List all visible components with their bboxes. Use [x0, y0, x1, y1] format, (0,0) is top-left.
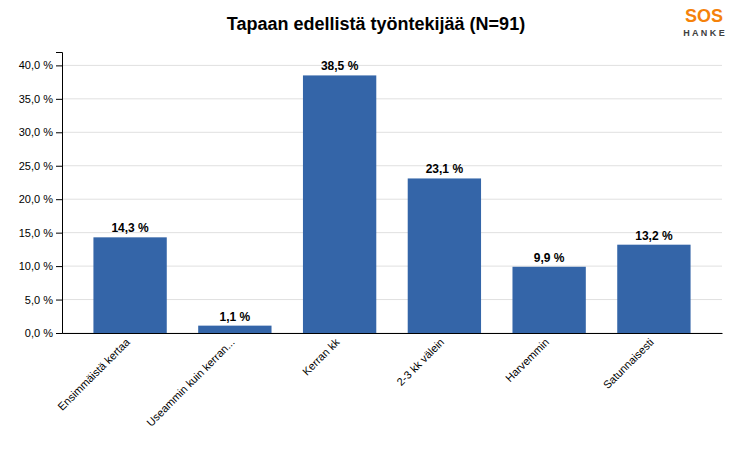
bar — [408, 178, 481, 333]
title: Tapaan edellistä työntekijää (N=91) — [227, 14, 525, 34]
y-tick-label: 0,0 % — [25, 327, 53, 339]
y-tick-mark — [56, 300, 62, 301]
bar — [303, 75, 376, 333]
y-tick-mark — [56, 99, 62, 100]
y-tick: 40,0 % — [19, 59, 62, 71]
bar — [617, 245, 690, 333]
x-tick: 2-3 kk välein — [394, 336, 446, 388]
y-axis: 0,0 % 5,0 % 10,0 % 15,0 % 20,0 % 25,0 % 30,0 %… — [19, 53, 63, 340]
x-tick: Ensimmäistä kertaa — [55, 335, 132, 412]
y-tick: 15,0 % — [19, 227, 62, 239]
y-tick-mark — [56, 65, 62, 66]
grid-line — [62, 132, 722, 133]
y-tick: 0,0 % — [25, 327, 62, 339]
y-tick-label: 25,0 % — [19, 160, 53, 172]
data-label: 9,9 % — [534, 251, 565, 265]
x-axis: Ensimmäistä kertaaUseammin kuin kerran..… — [55, 334, 722, 429]
y-tick-label: 15,0 % — [19, 227, 53, 239]
x-tick-label: Satunnaisesti — [601, 336, 656, 391]
annotation: H A N K E — [683, 28, 724, 38]
y-axis-line — [56, 53, 63, 334]
grid-line — [62, 199, 722, 200]
y-tick-mark — [56, 132, 62, 133]
grid-line — [62, 98, 722, 99]
y-tick-mark — [56, 266, 62, 267]
y-tick-label: 20,0 % — [19, 193, 53, 205]
data-label: 14,3 % — [111, 221, 149, 235]
bar — [198, 326, 271, 333]
y-tick: 10,0 % — [19, 260, 62, 272]
y-tick: 30,0 % — [19, 126, 62, 138]
x-tick-label: Ensimmäistä kertaa — [55, 335, 132, 412]
y-tick-mark — [56, 233, 62, 234]
x-tick-label: 2-3 kk välein — [394, 336, 446, 388]
y-tick-label: 30,0 % — [19, 126, 53, 138]
annotation: SOS — [685, 6, 723, 26]
y-tick-mark — [56, 166, 62, 167]
grid — [62, 65, 722, 333]
x-tick-label: Harvemmin — [503, 336, 551, 384]
y-tick-mark — [56, 333, 62, 334]
data-label: 23,1 % — [426, 162, 464, 176]
data-label: 1,1 % — [220, 310, 251, 324]
y-tick-label: 10,0 % — [19, 260, 53, 272]
y-tick-label: 5,0 % — [25, 294, 53, 306]
bar — [93, 237, 166, 333]
data-label: 13,2 % — [635, 229, 673, 243]
y-tick: 20,0 % — [19, 193, 62, 205]
x-tick: Harvemmin — [503, 336, 551, 384]
plot: 0,0 % 5,0 % 10,0 % 15,0 % 20,0 % 25,0 % 30,0 %… — [19, 53, 723, 429]
y-tick-mark — [56, 199, 62, 200]
y-tick: 5,0 % — [25, 294, 62, 306]
annotations: SOS H A N K E — [683, 6, 724, 38]
chart: 0,0 % 5,0 % 10,0 % 15,0 % 20,0 % 25,0 % 30,0 %… — [0, 0, 752, 451]
x-tick-label: Kerran kk — [300, 335, 342, 377]
x-tick: Kerran kk — [300, 335, 342, 377]
x-tick: Useammin kuin kerran... — [144, 336, 237, 429]
y-tick: 35,0 % — [19, 93, 62, 105]
y-tick-label: 35,0 % — [19, 93, 53, 105]
x-tick-label: Useammin kuin kerran... — [144, 336, 237, 429]
y-tick-label: 40,0 % — [19, 59, 53, 71]
y-tick: 25,0 % — [19, 160, 62, 172]
data-label: 38,5 % — [321, 59, 359, 73]
bar — [512, 267, 585, 333]
grid-line — [62, 65, 722, 66]
grid-line — [62, 232, 722, 233]
data-labels: 14,3 % 1,1 % 38,5 % 23,1 % 9,9 % 13,2 % — [111, 59, 672, 323]
grid-line — [62, 165, 722, 166]
bars — [93, 75, 690, 333]
x-axis-line — [63, 333, 723, 334]
x-tick: Satunnaisesti — [601, 336, 656, 391]
